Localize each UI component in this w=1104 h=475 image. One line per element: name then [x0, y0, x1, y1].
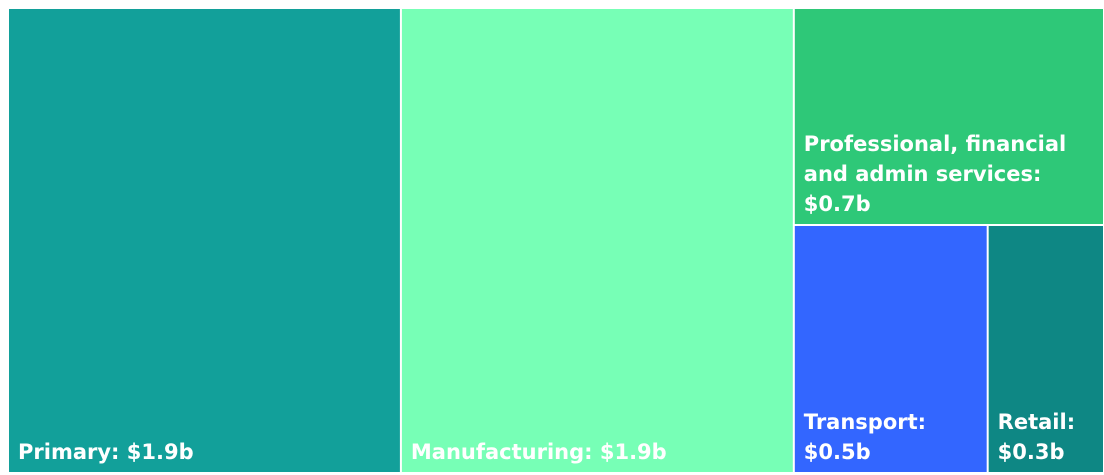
cell-label: Primary: $1.9b	[18, 440, 194, 464]
treemap-cell	[988, 226, 1103, 472]
label-line: $0.7b	[804, 192, 871, 216]
label-line: and admin services:	[804, 162, 1042, 186]
label-line: Professional, financial	[804, 132, 1066, 156]
label-line: $0.5b	[804, 440, 871, 464]
label-line: Manufacturing: $1.9b	[411, 440, 667, 464]
treemap-cell	[401, 9, 793, 472]
treemap-cell	[794, 9, 1103, 224]
label-line: Primary: $1.9b	[18, 440, 194, 464]
cell-label: Professional, financial and admin service…	[804, 132, 1066, 216]
cell-label: Manufacturing: $1.9b	[411, 440, 667, 464]
treemap-cell	[794, 226, 987, 472]
cell-label: Retail: $0.3b	[998, 410, 1075, 464]
label-line: Transport:	[804, 410, 926, 434]
treemap-cell	[9, 9, 400, 472]
cell-label: Transport: $0.5b	[804, 410, 926, 464]
label-line: $0.3b	[998, 440, 1065, 464]
label-line: Retail:	[998, 410, 1075, 434]
